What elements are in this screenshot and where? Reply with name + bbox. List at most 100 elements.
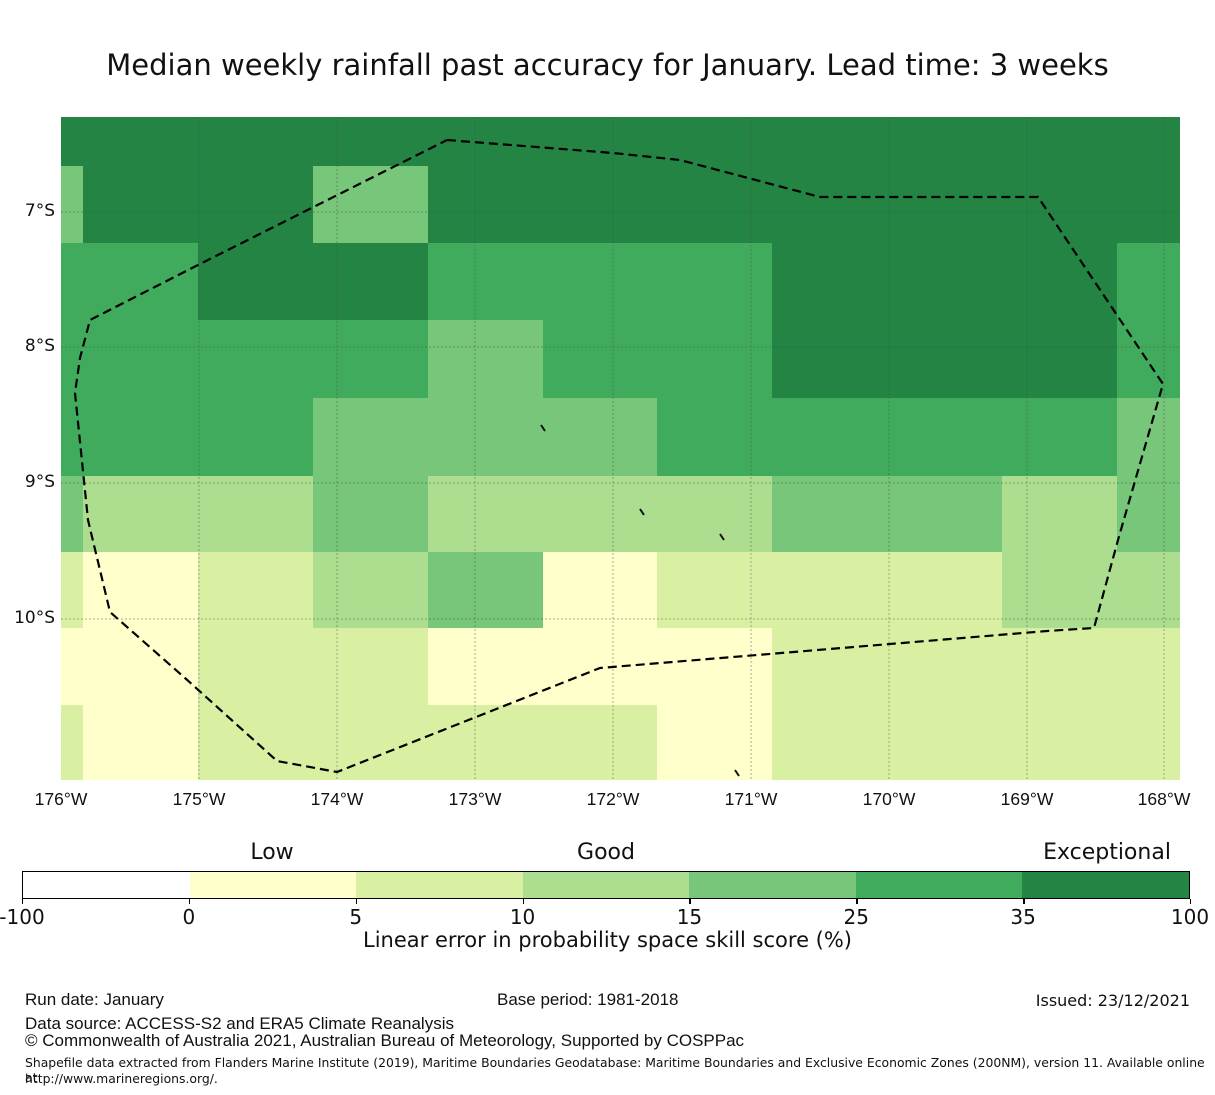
heatmap-cell — [543, 320, 657, 398]
colorbar-segment — [522, 872, 690, 898]
heatmap-cell — [657, 398, 772, 476]
heatmap-cell — [887, 320, 1002, 398]
heatmap-cell — [1002, 398, 1117, 476]
heatmap-cell — [543, 398, 657, 476]
latitude-tick-label: 7°S — [24, 201, 55, 221]
heatmap-cell — [83, 552, 198, 628]
colorbar-segment — [189, 872, 357, 898]
heatmap-cell — [887, 166, 1002, 243]
heatmap-cell — [61, 628, 83, 705]
heatmap-cell — [657, 705, 772, 780]
heatmap-cell — [1117, 552, 1180, 628]
heatmap-cell — [428, 166, 543, 243]
heatmap-cell — [313, 705, 428, 780]
island-mark — [639, 508, 645, 516]
heatmap-cell — [313, 552, 428, 628]
heatmap-cell — [1117, 705, 1180, 780]
colorbar-tick — [1190, 899, 1192, 904]
heatmap-cell — [428, 320, 543, 398]
base-period-text: Base period: 1981-2018 — [497, 990, 679, 1009]
heatmap-cell — [198, 117, 313, 166]
issued-date-text: Issued: 23/12/2021 — [1035, 991, 1190, 1010]
heatmap-cell — [772, 320, 887, 398]
heatmap-cell — [543, 117, 657, 166]
heatmap-cell — [61, 117, 83, 166]
chart-title: Median weekly rainfall past accuracy for… — [106, 48, 1109, 82]
heatmap-cell — [1002, 117, 1117, 166]
heatmap-cell — [657, 117, 772, 166]
heatmap-cell — [887, 552, 1002, 628]
heatmap-cell — [83, 628, 198, 705]
colorbar-caption: Linear error in probability space skill … — [363, 928, 852, 952]
heatmap-cell — [313, 476, 428, 552]
colorbar-tick — [188, 899, 191, 904]
heatmap-cell — [428, 117, 543, 166]
eez-boundary-line — [73, 138, 1165, 774]
heatmap-cell — [198, 398, 313, 476]
shapefile-attribution-line1: Shapefile data extracted from Flanders M… — [25, 1055, 1205, 1085]
heatmap-cell — [543, 243, 657, 320]
shapefile-attribution-line2: http://www.marineregions.org/. — [25, 1071, 218, 1086]
heatmap-cell — [772, 552, 887, 628]
colorbar-tick-label: 25 — [843, 905, 869, 929]
heatmap-cell — [83, 398, 198, 476]
heatmap-cell — [61, 552, 83, 628]
colorbar-tick-label: 100 — [1170, 905, 1210, 929]
colorbar-segment — [689, 872, 856, 898]
colorbar-tick — [1023, 899, 1025, 904]
data-source-text: Data source: ACCESS-S2 and ERA5 Climate … — [25, 1014, 454, 1033]
colorbar-segment — [23, 872, 190, 898]
heatmap-cell — [83, 243, 198, 320]
heatmap-cell — [1002, 476, 1117, 552]
heatmap-cell — [657, 243, 772, 320]
heatmap-cell — [61, 476, 83, 552]
heatmap-cell — [1117, 166, 1180, 243]
latitude-tick-label: 10°S — [14, 608, 55, 628]
heatmap-cell — [1002, 628, 1117, 705]
heatmap-cell — [83, 320, 198, 398]
heatmap-cell — [428, 552, 543, 628]
colorbar-tick — [856, 899, 858, 904]
longitude-tick-label: 174°W — [310, 789, 364, 809]
heatmap-cell — [887, 117, 1002, 166]
heatmap-cell — [313, 320, 428, 398]
heatmap-cell — [428, 628, 543, 705]
longitude-tick-label: 172°W — [586, 789, 640, 809]
heatmap-cell — [198, 705, 313, 780]
heatmap-cell — [1117, 117, 1180, 166]
island-mark — [719, 533, 725, 541]
heatmap-cell — [61, 166, 83, 243]
map-overlay — [61, 117, 1180, 780]
colorbar-tick — [355, 899, 358, 904]
heatmap-cell — [772, 166, 887, 243]
heatmap-cell — [83, 117, 198, 166]
longitude-tick-label: 171°W — [724, 789, 778, 809]
colorbar-tick — [22, 899, 24, 904]
heatmap-cell — [543, 628, 657, 705]
longitude-tick-label: 168°W — [1137, 789, 1191, 809]
heatmap-cell — [313, 243, 428, 320]
colorbar-tick — [522, 899, 524, 904]
skill-heatmap — [61, 117, 1180, 780]
heatmap-cell — [772, 628, 887, 705]
latitude-tick-label: 9°S — [24, 472, 55, 492]
heatmap-cell — [313, 398, 428, 476]
heatmap-cell — [83, 705, 198, 780]
heatmap-cell — [543, 476, 657, 552]
island-mark — [540, 424, 546, 432]
heatmap-cell — [772, 243, 887, 320]
colorbar-region-label: Low — [250, 840, 294, 865]
longitude-tick-label: 173°W — [448, 789, 502, 809]
heatmap-cell — [428, 398, 543, 476]
colorbar-tick-label: 10 — [509, 905, 536, 929]
heatmap-cell — [198, 552, 313, 628]
colorbar — [22, 871, 1190, 899]
heatmap-cell — [887, 243, 1002, 320]
colorbar-tick-label: 35 — [1010, 905, 1036, 929]
heatmap-cell — [772, 398, 887, 476]
heatmap-cell — [1002, 705, 1117, 780]
colorbar-tick — [689, 899, 691, 904]
heatmap-cell — [887, 705, 1002, 780]
heatmap-cell — [543, 552, 657, 628]
